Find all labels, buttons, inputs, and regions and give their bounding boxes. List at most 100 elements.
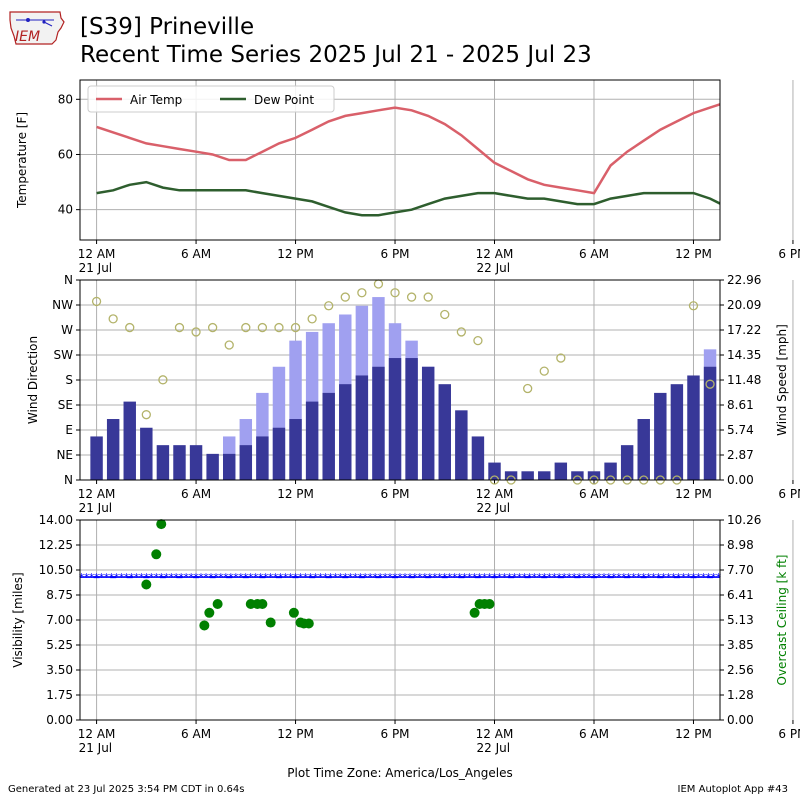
wind-direction-point <box>207 322 218 333</box>
ceiling-point <box>151 549 162 560</box>
x-tick-label: 12 PM <box>277 487 314 501</box>
x-tick-label: 12 AM <box>78 247 116 261</box>
direction-tick-label: S <box>65 373 73 387</box>
direction-tick-label: N <box>64 473 73 487</box>
x-tick-label: 12 PM <box>675 487 712 501</box>
x-tick-label: 12 PM <box>277 727 314 741</box>
wind-speed-bar <box>703 366 717 480</box>
speed-tick-label: 8.61 <box>727 398 754 412</box>
ceiling-point <box>265 617 276 628</box>
wind-speed-bar <box>521 471 534 480</box>
x-tick-label: 6 AM <box>579 727 609 741</box>
y-tick-label: 80 <box>58 92 73 106</box>
legend-box <box>87 85 335 113</box>
x-tick-date: 21 Jul <box>79 741 113 755</box>
wind-speed-bar <box>421 366 435 480</box>
wind-speed-bar <box>488 462 501 480</box>
y2-axis-label: Overcast Ceiling [k ft] <box>775 555 789 686</box>
x-tick-label: 6 PM <box>778 727 800 741</box>
wind-speed-bar <box>156 445 170 480</box>
wind-speed-bar <box>620 445 634 480</box>
wind-direction-point <box>174 322 185 333</box>
wind-direction-point <box>307 314 317 324</box>
wind-speed-bar <box>272 427 286 480</box>
legend-label: Air Temp <box>130 93 182 107</box>
wind-speed-bar <box>687 375 700 480</box>
x-tick-label: 6 AM <box>579 247 609 261</box>
wind-direction-point <box>274 322 284 333</box>
wind-speed-bar <box>322 392 335 480</box>
x-tick-label: 6 AM <box>181 727 211 741</box>
y-tick-label: 60 <box>58 147 73 161</box>
visibility-ceiling-panel: 0.00 1.75 3.50 5.25 7.00 8.75 10.50 12.25 14.00 0… <box>11 513 800 755</box>
direction-tick-label: NE <box>56 448 73 462</box>
wind-speed-bar <box>189 445 203 480</box>
wind-direction-point <box>224 340 234 350</box>
ceiling-tick-label: 2.56 <box>727 663 754 677</box>
wind-speed-bar <box>654 392 667 480</box>
wind-direction-point <box>241 322 251 333</box>
x-tick-label: 12 PM <box>675 247 712 261</box>
wind-direction-point <box>406 292 417 302</box>
x-tick-label: 6 PM <box>778 487 800 501</box>
wind-speed-bar <box>305 401 319 480</box>
x-tick-label: 6 PM <box>381 247 410 261</box>
ceiling-point <box>257 599 268 610</box>
wind-speed-bar <box>239 445 253 480</box>
wind-direction-point <box>423 292 433 302</box>
x-tick-label: 12 AM <box>476 247 514 261</box>
wind-speed-bar <box>554 462 568 480</box>
direction-tick-label: SW <box>54 348 74 362</box>
wind-direction-point <box>373 279 384 289</box>
x-tick-date: 22 Jul <box>477 501 511 515</box>
wind-direction-point <box>705 379 715 389</box>
visibility-tick-label: 14.00 <box>39 513 73 527</box>
speed-tick-label: 2.87 <box>727 448 754 462</box>
x-tick-date: 21 Jul <box>79 501 113 515</box>
visibility-tick-label: 12.25 <box>39 538 73 552</box>
dew-point-line <box>96 180 720 217</box>
wind-direction-point <box>141 410 151 420</box>
wind-speed-bar <box>339 384 352 480</box>
x-tick-label: 12 AM <box>78 487 116 501</box>
x-tick-label: 12 AM <box>476 727 514 741</box>
wind-direction-point <box>257 322 268 333</box>
ceiling-tick-label: 3.85 <box>727 638 754 652</box>
wind-speed-bar <box>90 436 103 480</box>
wind-direction-point <box>91 296 102 307</box>
speed-tick-label: 22.96 <box>727 273 761 287</box>
direction-tick-label: N <box>64 273 73 287</box>
visibility-tick-label: 8.75 <box>46 588 73 602</box>
wind-direction-point <box>556 353 566 363</box>
wind-speed-bar <box>256 436 269 480</box>
footer-app: IEM Autoplot App #43 <box>677 784 788 795</box>
visibility-tick-label: 1.75 <box>46 688 73 702</box>
wind-direction-point <box>357 288 367 298</box>
visibility-tick-label: 5.25 <box>46 638 73 652</box>
ceiling-point <box>199 620 210 631</box>
wind-speed-bar <box>123 401 136 480</box>
wind-speed-bar <box>206 453 219 480</box>
x-tick-label: 12 AM <box>476 487 514 501</box>
y2-axis-label: Wind Speed [mph] <box>775 324 789 436</box>
speed-tick-label: 14.35 <box>727 348 761 362</box>
direction-tick-label: W <box>61 323 73 337</box>
footer-generated: Generated at 23 Jul 2025 3:54 PM CDT in … <box>8 784 245 795</box>
y-axis-label: Wind Direction <box>26 336 40 424</box>
wind-direction-point <box>440 309 450 320</box>
speed-tick-label: 5.74 <box>727 423 754 437</box>
wind-direction-point <box>191 327 201 337</box>
wind-direction-point <box>390 288 400 298</box>
x-tick-label: 12 PM <box>277 247 314 261</box>
ceiling-tick-label: 6.41 <box>727 588 754 602</box>
x-tick-label: 6 AM <box>181 247 211 261</box>
chart-title-line1: [S39] Prineville <box>80 14 255 40</box>
wind-speed-bar <box>372 366 385 480</box>
x-tick-label: 6 PM <box>381 487 410 501</box>
y-tick-label: 40 <box>58 203 73 217</box>
direction-tick-label: SE <box>58 398 73 412</box>
wind-direction-point <box>340 292 350 302</box>
x-tick-label: 6 AM <box>181 487 211 501</box>
wind-direction-point <box>539 366 549 376</box>
